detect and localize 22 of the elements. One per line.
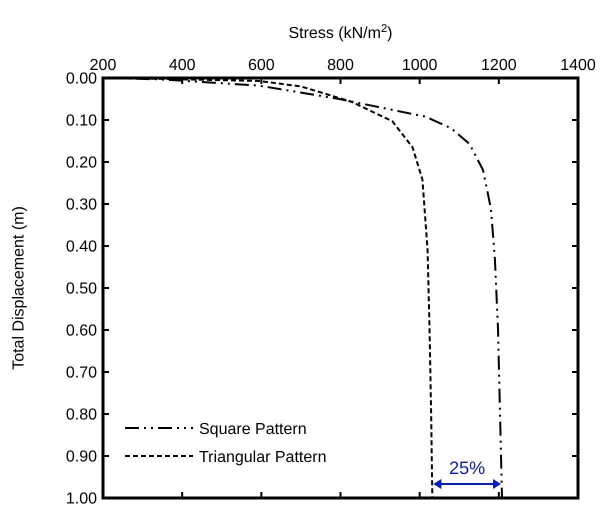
y-tick-label: 0.60 xyxy=(66,322,98,340)
y-tick-label: 0.00 xyxy=(66,70,98,88)
annotation: 25% xyxy=(449,458,486,478)
y-tick-label: 0.70 xyxy=(66,364,98,382)
y-tick-label: 0.80 xyxy=(66,406,98,424)
x-tick-label: 1400 xyxy=(560,57,596,74)
y-tick-label: 0.10 xyxy=(66,112,98,130)
y-tick-label: 0.20 xyxy=(66,154,98,172)
y-tick-label: 0.50 xyxy=(66,280,98,298)
y-axis-title: Total Displacement (m) xyxy=(10,206,28,370)
x-tick-label: 600 xyxy=(248,57,275,74)
x-tick-label: 1000 xyxy=(402,57,438,74)
y-tick-label: 0.90 xyxy=(66,448,98,466)
legend-label: Triangular Pattern xyxy=(199,449,326,466)
x-tick-label: 400 xyxy=(168,57,196,74)
legend-label: Square Pattern xyxy=(199,421,307,438)
x-tick-label: 800 xyxy=(327,57,354,74)
x-axis-title: Stress (kN/m$^{2}$) xyxy=(288,23,393,42)
x-tick-label: 1200 xyxy=(481,57,517,74)
y-tick-label: 1.00 xyxy=(66,490,98,508)
y-tick-label: 0.30 xyxy=(66,196,98,214)
y-tick-label: 0.40 xyxy=(66,238,98,256)
